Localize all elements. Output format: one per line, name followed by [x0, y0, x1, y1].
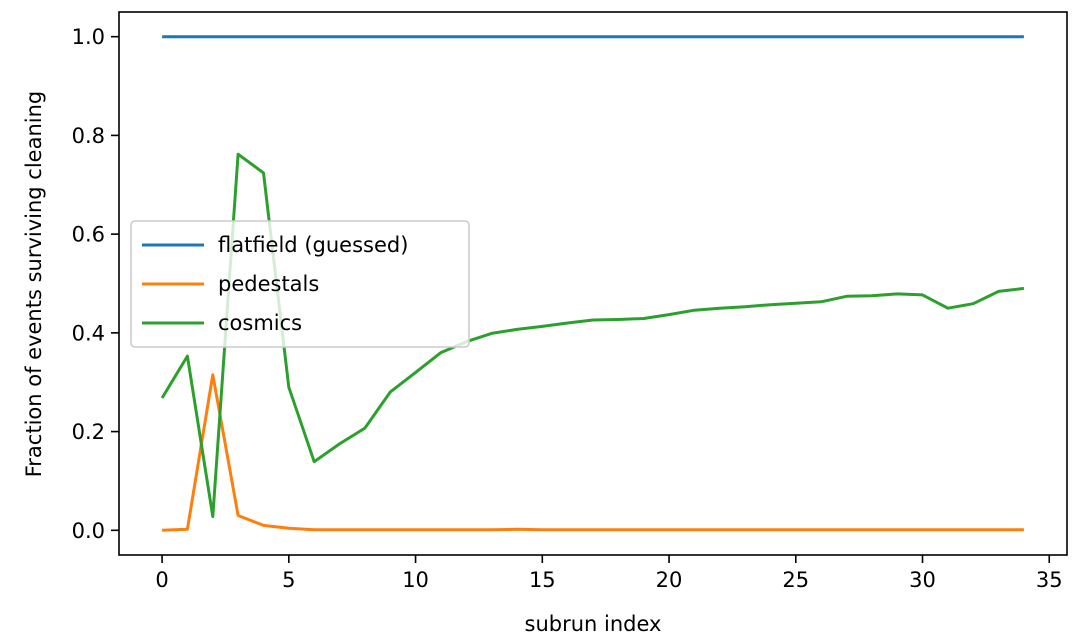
x-tick-label: 35	[1036, 568, 1063, 592]
x-axis: 0 5 10 15 20 25 30 35	[155, 555, 1063, 592]
y-tick-label: 0.4	[72, 321, 105, 345]
series-line-2	[160, 152, 1025, 518]
x-tick-label: 20	[656, 568, 683, 592]
x-axis-label: subrun index	[525, 612, 662, 636]
x-tick-label: 0	[155, 568, 168, 592]
legend-label-1: pedestals	[218, 272, 319, 296]
y-tick-label: 0.8	[72, 124, 105, 148]
series-line-1	[162, 373, 1024, 532]
x-tick-label: 10	[402, 568, 429, 592]
plot-frame	[118, 11, 1068, 556]
series-layer	[160, 35, 1025, 532]
y-axis-label: Fraction of events surviving cleaning	[22, 91, 46, 478]
legend-box	[130, 220, 470, 348]
legend-label-2: cosmics	[218, 311, 302, 335]
y-tick-label: 0.2	[72, 420, 105, 444]
x-tick-label: 5	[282, 568, 295, 592]
y-axis: 0.0 0.2 0.4 0.6 0.8 1.0	[72, 25, 119, 543]
x-tick-label: 15	[529, 568, 556, 592]
y-tick-label: 0.6	[72, 223, 105, 247]
legend-label-0: flatfield (guessed)	[218, 233, 408, 257]
x-tick-label: 30	[909, 568, 936, 592]
y-tick-label: 1.0	[72, 25, 105, 49]
x-tick-label: 25	[782, 568, 809, 592]
y-tick-label: 0.0	[72, 519, 105, 543]
legend: flatfield (guessed) pedestals cosmics	[130, 220, 470, 348]
